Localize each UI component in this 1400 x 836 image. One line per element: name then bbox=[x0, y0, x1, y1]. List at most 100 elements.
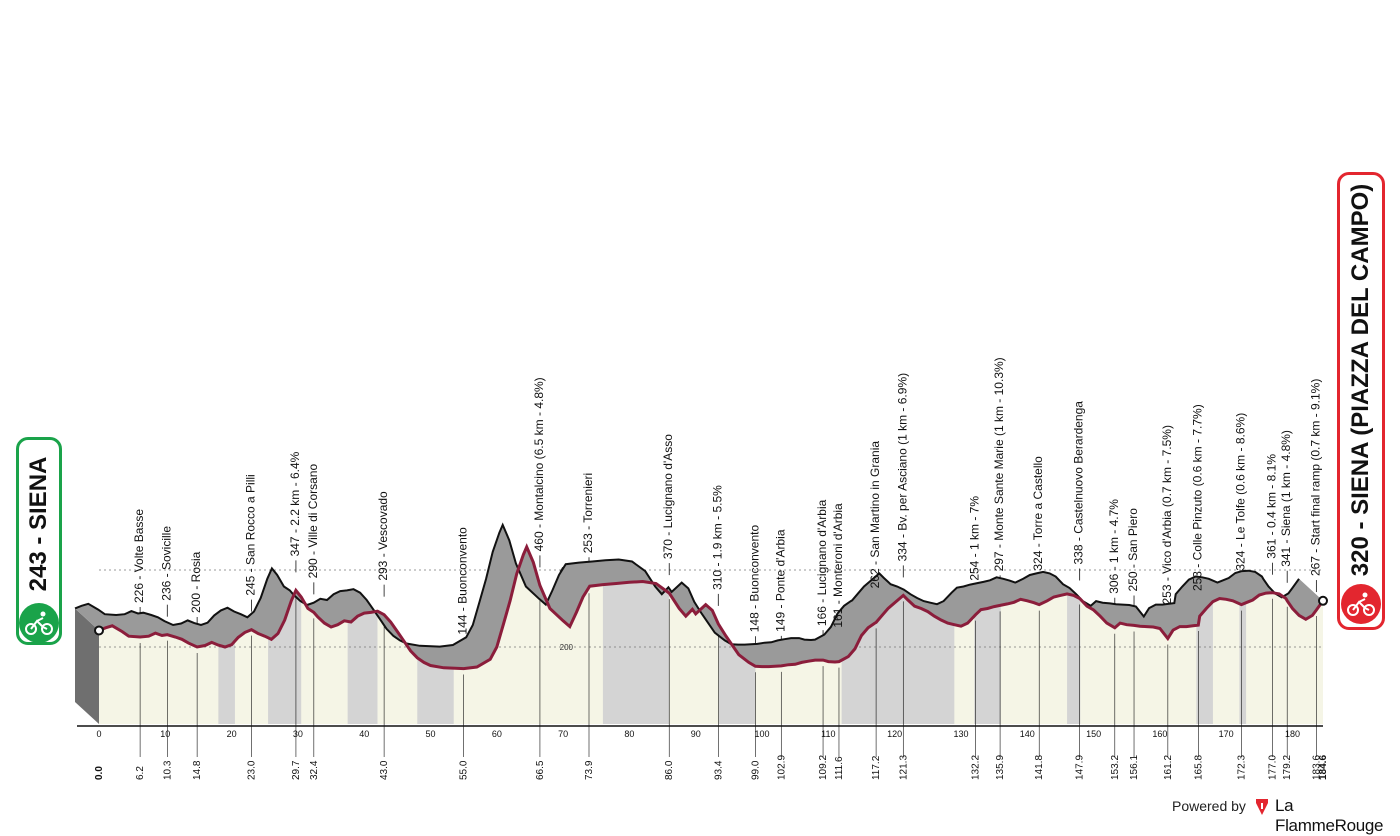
km-label: 111.6 bbox=[834, 756, 845, 780]
finish-marker bbox=[1318, 595, 1328, 606]
finish-badge: 320 - SIENA (PIAZZA DEL CAMPO) bbox=[1337, 172, 1385, 630]
waypoint-label: 200 - Rosia bbox=[189, 551, 203, 613]
x-tick-label: 100 bbox=[755, 729, 770, 739]
waypoint-label: 361 - 0.4 km - 8.1% bbox=[1265, 454, 1279, 559]
km-label: 156.1 bbox=[1129, 755, 1140, 780]
km-label: 23.0 bbox=[247, 760, 258, 780]
profile-top-edge bbox=[74, 522, 1300, 648]
gravel-sector bbox=[347, 546, 378, 724]
km-label: 141.8 bbox=[1034, 755, 1045, 780]
km-label: 6.2 bbox=[135, 766, 146, 780]
waypoint-label: 149 - Ponte d'Arbia bbox=[773, 529, 787, 632]
waypoint-label: 161 - Monteroni d'Arbia bbox=[831, 503, 845, 628]
waypoint-label: 236 - Sovicille bbox=[159, 526, 173, 601]
waypoint-label: 347 - 2.2 km - 6.4% bbox=[288, 451, 302, 556]
flamme-rouge-icon bbox=[1256, 799, 1268, 815]
waypoint-label: 306 - 1 km - 4.7% bbox=[1107, 499, 1121, 594]
cyclist-icon bbox=[19, 603, 59, 643]
x-tick-label: 50 bbox=[426, 729, 436, 739]
x-tick-label: 90 bbox=[691, 729, 701, 739]
x-tick-label: 110 bbox=[821, 729, 835, 739]
waypoint-label: 245 - San Rocco a Pilli bbox=[244, 474, 258, 595]
gravel-sector bbox=[602, 546, 670, 724]
x-tick-label: 130 bbox=[953, 729, 968, 739]
km-label: 10.3 bbox=[162, 760, 173, 780]
km-label: 29.7 bbox=[291, 760, 302, 780]
km-label: 172.3 bbox=[1236, 755, 1247, 780]
waypoint-label: 144 - Buonconvento bbox=[456, 527, 470, 635]
x-tick-label: 80 bbox=[624, 729, 634, 739]
km-label: 132.2 bbox=[971, 755, 982, 780]
waypoint-label: 370 - Lucignano d'Asso bbox=[661, 434, 675, 559]
waypoint-label: 324 - Le Tolfe (0.6 km - 8.6%) bbox=[1233, 413, 1247, 571]
finish-label: 320 - SIENA (PIAZZA DEL CAMPO) bbox=[1347, 183, 1374, 577]
x-tick-label: 160 bbox=[1152, 729, 1167, 739]
km-label: 117.2 bbox=[871, 755, 882, 780]
waypoint-label: 253 - Colle Pinzuto (0.6 km - 7.7%) bbox=[1190, 404, 1204, 591]
gravel-sector bbox=[218, 546, 235, 724]
km-label: 0.0 bbox=[94, 766, 105, 780]
waypoint-label: 226 - Volte Basse bbox=[132, 509, 146, 603]
km-label: 161.2 bbox=[1163, 755, 1174, 780]
x-tick-label: 140 bbox=[1020, 729, 1035, 739]
waypoint-label: 297 - Monte Sante Marie (1 km - 10.3%) bbox=[992, 357, 1006, 571]
km-label: 43.0 bbox=[379, 760, 390, 780]
km-label: 73.9 bbox=[584, 760, 595, 780]
gravel-sector bbox=[1239, 546, 1247, 724]
km-label: 179.2 bbox=[1282, 755, 1293, 780]
waypoint-label: 338 - Castelnuovo Berardenga bbox=[1072, 401, 1086, 565]
x-tick-label: 60 bbox=[492, 729, 502, 739]
brand-label: La FlammeRouge bbox=[1275, 796, 1384, 835]
waypoint-lines bbox=[139, 555, 1317, 757]
waypoint-label: 341 - Siena (1 km - 4.8%) bbox=[1279, 430, 1293, 567]
km-label: 184.6 bbox=[1318, 755, 1329, 780]
x-tick-label: 20 bbox=[227, 729, 237, 739]
x-tick-label: 70 bbox=[558, 729, 568, 739]
km-label: 99.0 bbox=[750, 760, 761, 780]
x-tick-label: 120 bbox=[887, 729, 902, 739]
km-label: 183.6 bbox=[1311, 755, 1322, 780]
waypoint-label: 267 - Start final ramp (0.7 km - 9.1%) bbox=[1308, 379, 1322, 576]
km-label: 109.2 bbox=[818, 755, 829, 780]
profile-ridge bbox=[74, 522, 1328, 724]
x-tick-label: 150 bbox=[1086, 729, 1101, 739]
waypoint-label: 310 - 1.9 km - 5.5% bbox=[710, 485, 724, 590]
profile-left-wall bbox=[75, 608, 99, 724]
km-label: 121.3 bbox=[898, 755, 909, 780]
km-label: 102.9 bbox=[776, 755, 787, 780]
profile-base bbox=[99, 546, 1323, 724]
km-label: 14.8 bbox=[192, 760, 203, 780]
km-label: 153.2 bbox=[1110, 755, 1121, 780]
x-axis: 0 10 20 30 40 50 60 70 80 90 100 110 120 130 140 150 160… bbox=[77, 725, 1329, 780]
waypoint-label: 254 - 1 km - 7% bbox=[968, 496, 982, 581]
x-tick-label: 0 bbox=[96, 729, 101, 739]
cyclist-icon bbox=[1341, 584, 1381, 624]
km-label: 66.5 bbox=[535, 760, 546, 780]
km-label: 32.4 bbox=[309, 760, 320, 780]
waypoint-label: 148 - Buonconvento bbox=[747, 525, 761, 633]
waypoint-label: 290 - Ville di Corsano bbox=[306, 464, 320, 579]
km-label: 177.0 bbox=[1268, 755, 1279, 780]
km-label: 147.9 bbox=[1075, 755, 1086, 780]
km-label: 135.9 bbox=[995, 755, 1006, 780]
waypoint-label: 166 - Lucignano d'Arbia bbox=[815, 499, 829, 626]
waypoint-label: 262 - San Martino in Grania bbox=[868, 441, 882, 589]
x-tick-label: 180 bbox=[1285, 729, 1300, 739]
km-label: 165.8 bbox=[1193, 755, 1204, 780]
start-badge: 243 - SIENA bbox=[16, 437, 62, 645]
waypoint-label: 334 - Bv. per Asciano (1 km - 6.9%) bbox=[895, 373, 909, 562]
waypoint-label: 253 - Vico d'Arbia (0.7 km - 7.5%) bbox=[1160, 425, 1174, 604]
start-label: 243 - SIENA bbox=[25, 456, 52, 592]
waypoint-labels: 226 - Volte Basse 236 - Sovicille 200 - Ro… bbox=[132, 357, 1322, 634]
road-line bbox=[98, 543, 1325, 671]
waypoint-label: 250 - San Piero bbox=[1126, 508, 1140, 592]
x-tick-label: 30 bbox=[293, 729, 303, 739]
x-tick-label: 40 bbox=[359, 729, 369, 739]
waypoint-label: 253 - Torrenieri bbox=[581, 473, 595, 553]
start-marker bbox=[94, 625, 104, 636]
km-label: 55.0 bbox=[459, 760, 470, 780]
waypoint-label: 324 - Torre a Castello bbox=[1031, 456, 1045, 571]
x-tick-label: 10 bbox=[160, 729, 170, 739]
waypoint-label: 293 - Vescovado bbox=[376, 491, 390, 581]
